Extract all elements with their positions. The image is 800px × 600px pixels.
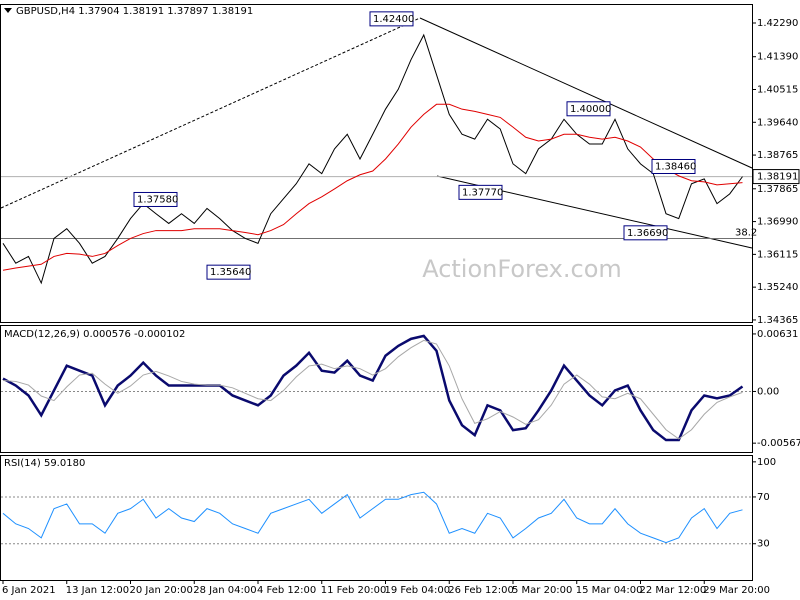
watermark: ActionForex.com — [422, 255, 622, 283]
annotation-box — [566, 101, 611, 117]
series-line — [2, 103, 743, 271]
annotation-label: 1.36690 — [627, 228, 668, 239]
rsi-title: RSI(14) 59.0180 — [4, 458, 85, 469]
annotation-label: 1.40000 — [570, 104, 611, 115]
y-tick-label: 1.42290 — [757, 18, 798, 29]
x-tick-label: 6 Jan 2021 — [2, 585, 56, 596]
y-tick-label: 1.35240 — [757, 282, 798, 293]
annotation-box — [651, 158, 696, 174]
title-icon — [4, 8, 12, 13]
x-tick-label: 22 Mar 12:00 — [640, 585, 707, 596]
annotation-label: 1.38460 — [655, 161, 696, 172]
annotation-box — [369, 11, 414, 27]
annotation-label: 1.37770 — [462, 187, 503, 198]
series-line — [2, 33, 743, 285]
y-tick-label: 0.00631 — [757, 329, 798, 340]
price-panel — [0, 4, 753, 323]
y-tick-label: 1.37865 — [757, 184, 798, 195]
x-tick-label: 20 Jan 20:00 — [130, 585, 193, 596]
last-price-label: 1.38191 — [757, 172, 798, 183]
y-tick-label: 1.39640 — [757, 117, 798, 128]
series-line — [2, 339, 743, 440]
y-tick-label: 30 — [757, 539, 770, 550]
y-tick-label: 100 — [757, 457, 776, 468]
x-tick-label: 11 Feb 20:00 — [321, 585, 387, 596]
annotation-box — [623, 225, 668, 241]
annotation-box — [133, 191, 178, 207]
y-tick-label: 1.36115 — [757, 249, 798, 260]
annotation-box — [206, 264, 251, 280]
x-tick-label: 4 Feb 12:00 — [257, 585, 316, 596]
x-tick-label: 26 Feb 12:00 — [448, 585, 514, 596]
x-tick-label: 29 Mar 20:00 — [703, 585, 770, 596]
x-tick-label: 13 Jan 12:00 — [66, 585, 129, 596]
y-tick-label: 1.41390 — [757, 52, 798, 63]
annotation-label: 1.35640 — [210, 267, 251, 278]
series-line — [2, 334, 744, 442]
annotation-box — [458, 184, 503, 200]
rsi-panel — [0, 455, 753, 581]
chart-title: GBPUSD,H4 1.37904 1.38191 1.37897 1.3819… — [16, 6, 253, 17]
annotation-label: 1.42400 — [373, 14, 414, 25]
x-tick-label: 19 Feb 04:00 — [385, 585, 451, 596]
x-tick-label: 28 Jan 04:00 — [193, 585, 256, 596]
y-tick-label: 70 — [757, 492, 770, 503]
y-tick-label: 1.34365 — [757, 315, 798, 326]
y-tick-label: 1.40515 — [757, 84, 798, 95]
fib-label: 38.2 — [735, 227, 757, 238]
annotation-label: 1.37580 — [137, 194, 178, 205]
y-tick-label: 1.38765 — [757, 150, 798, 161]
y-tick-label: 1.36990 — [757, 217, 798, 228]
trend-line — [419, 17, 753, 169]
series-line — [2, 491, 743, 544]
x-tick-label: 15 Mar 04:00 — [576, 585, 643, 596]
macd-panel — [0, 325, 753, 453]
macd-title: MACD(12,26,9) 0.000576 -0.000102 — [4, 329, 185, 340]
x-tick-label: 5 Mar 20:00 — [512, 585, 572, 596]
y-tick-label: 0.00 — [757, 386, 779, 397]
last-price-box — [752, 169, 800, 185]
